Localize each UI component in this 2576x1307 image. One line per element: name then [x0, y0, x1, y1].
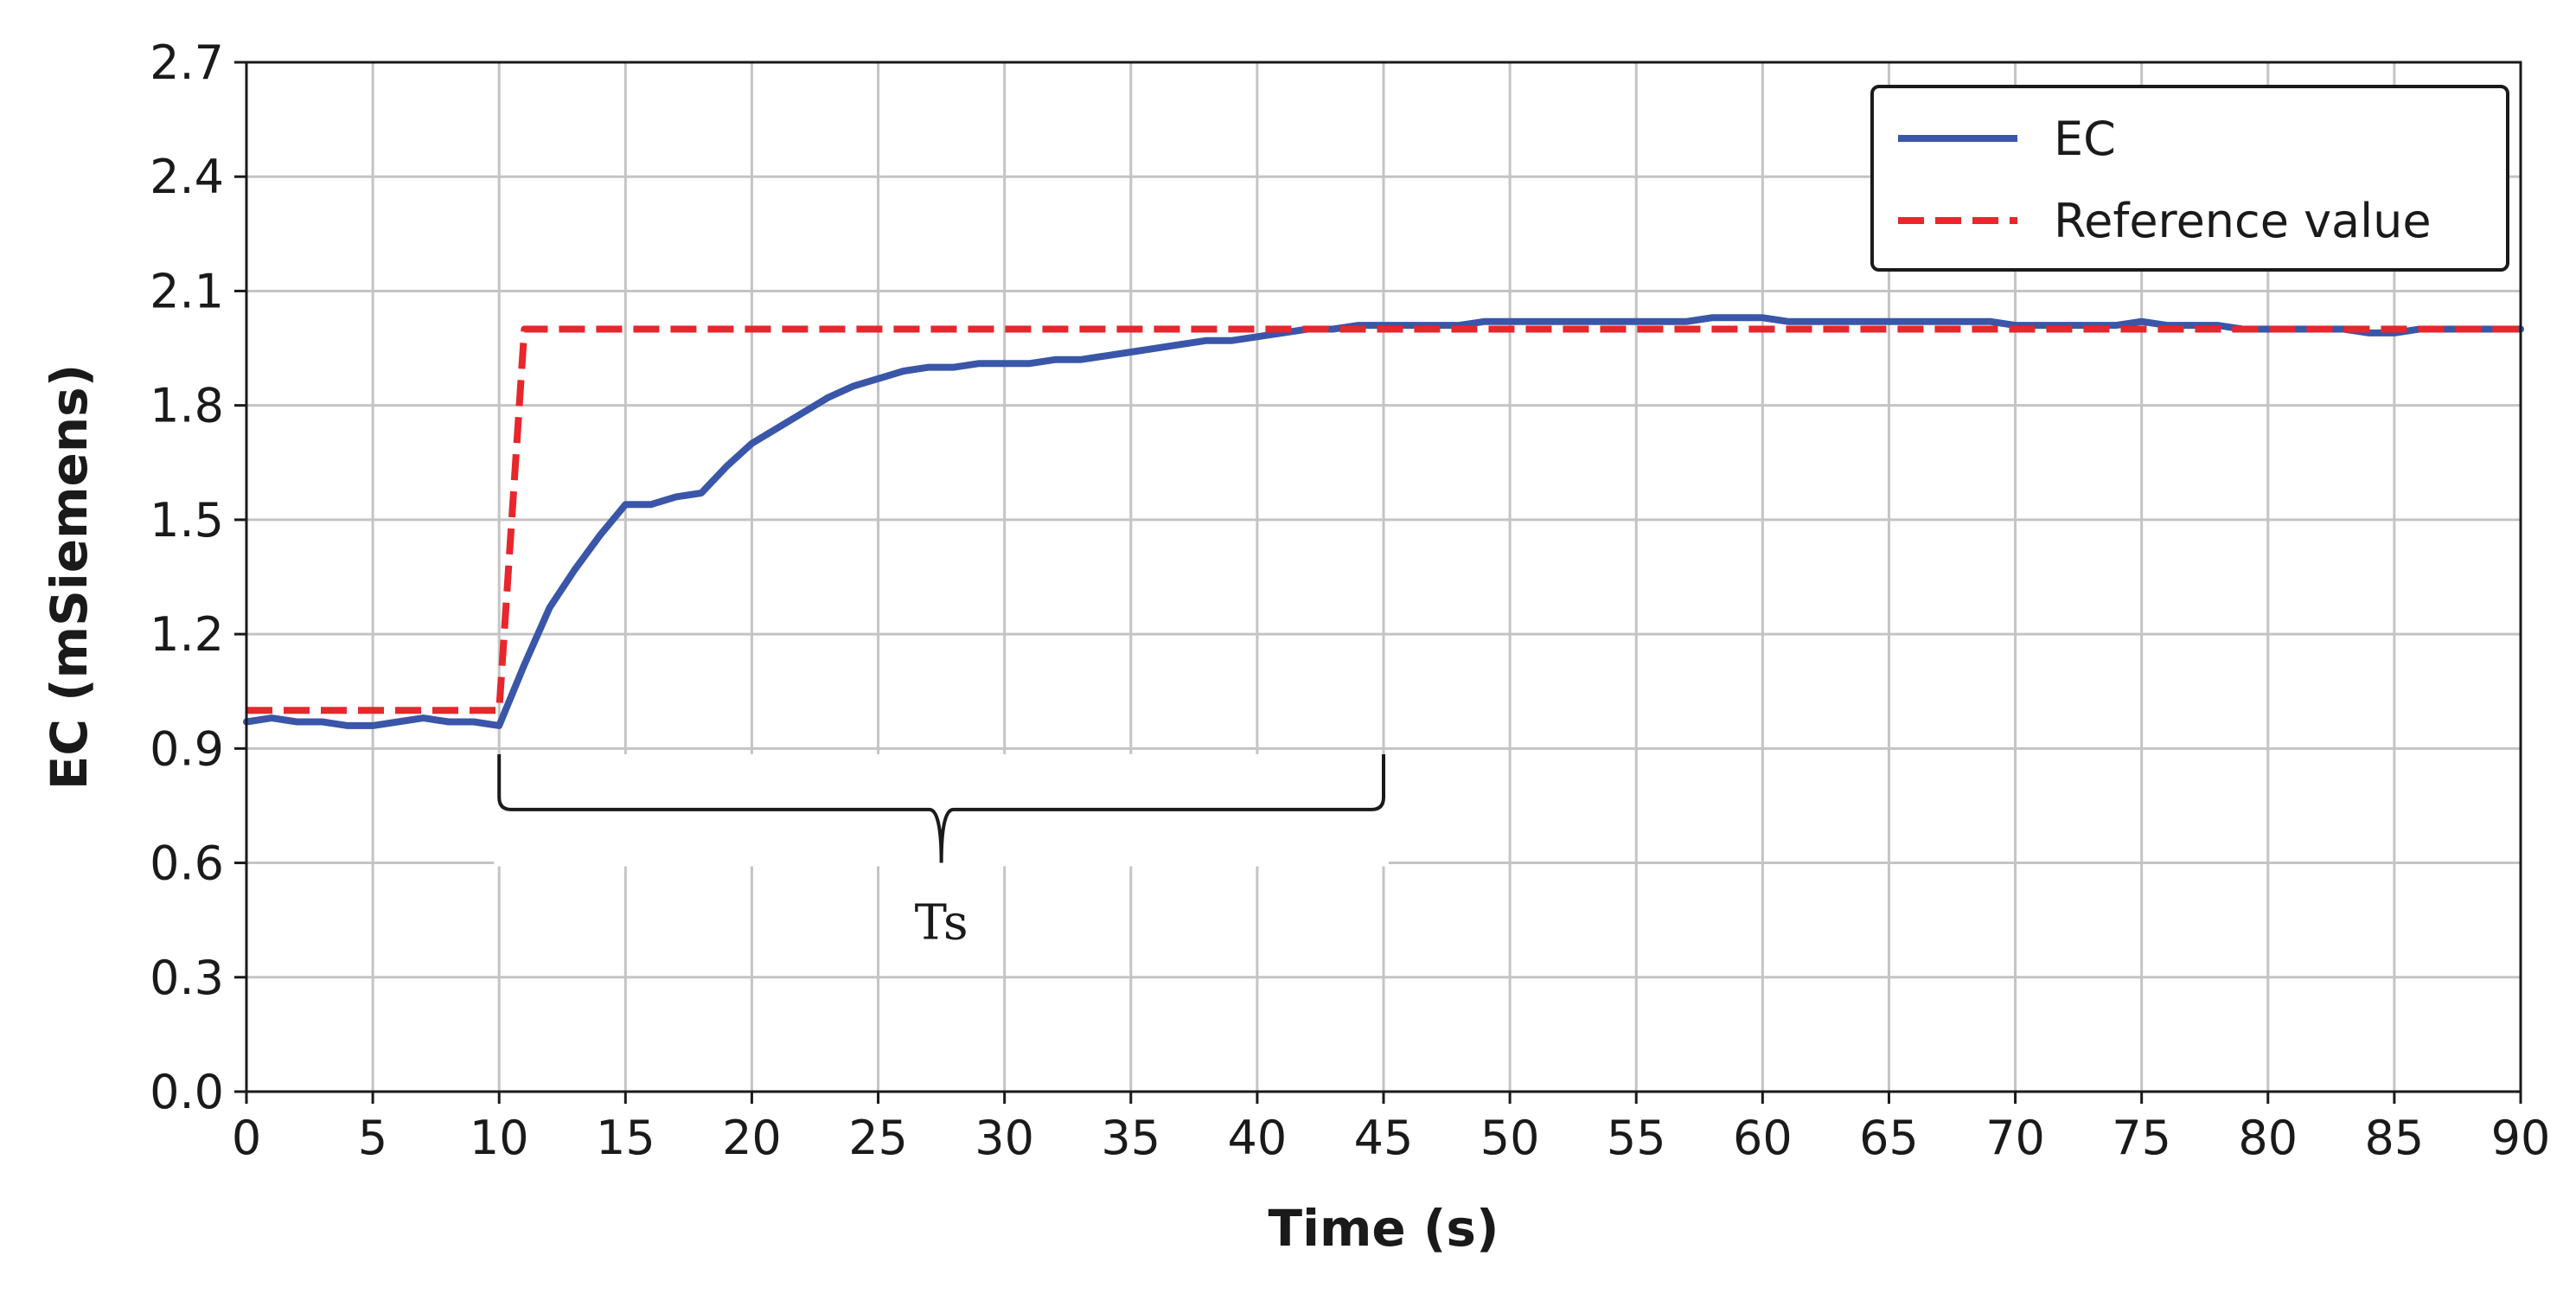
x-tick-label: 30 — [975, 1111, 1034, 1165]
x-tick-label: 10 — [470, 1111, 529, 1165]
ts-annotation-label: Ts — [915, 895, 968, 951]
x-tick-label: 50 — [1480, 1111, 1540, 1165]
y-axis-label: EC (mSiemens) — [40, 364, 99, 790]
x-tick-label: 0 — [232, 1111, 261, 1165]
x-tick-label: 75 — [2112, 1111, 2171, 1165]
ec-series-line — [243, 314, 2524, 729]
x-tick-label: 80 — [2238, 1111, 2298, 1165]
y-tick-label: 0.9 — [150, 721, 224, 776]
y-tick-label: 0.0 — [150, 1065, 224, 1119]
x-tick-label: 5 — [358, 1111, 387, 1165]
legend-box — [1870, 85, 2509, 272]
x-tick-label: 25 — [848, 1111, 908, 1165]
y-tick-label: 1.8 — [150, 379, 224, 433]
legend-label-ec: EC — [2054, 112, 2116, 166]
x-tick-label: 20 — [722, 1111, 782, 1165]
y-tick-label: 0.6 — [150, 836, 224, 891]
x-tick-label: 35 — [1101, 1111, 1160, 1165]
x-tick-label: 65 — [1859, 1111, 1919, 1165]
legend-label-reference: Reference value — [2054, 194, 2432, 248]
series-layer — [243, 314, 2524, 729]
x-tick-label: 85 — [2365, 1111, 2425, 1165]
y-tick-label: 2.4 — [150, 150, 224, 204]
x-tick-label: 60 — [1733, 1111, 1793, 1165]
y-tick-label: 2.7 — [150, 35, 224, 90]
x-axis-ticks: 0 5 10 15 20 25 30 35 40 45 50 55 60 65 70 75 80 85 90 — [232, 1092, 2551, 1165]
x-tick-label: 55 — [1607, 1111, 1666, 1165]
reference-series-line — [246, 325, 2521, 714]
legend: EC Reference value — [1870, 85, 2509, 272]
x-tick-label: 40 — [1228, 1111, 1288, 1165]
x-tick-label: 45 — [1354, 1111, 1414, 1165]
x-tick-label: 15 — [596, 1111, 655, 1165]
y-axis-ticks: 0.0 0.3 0.6 0.9 1.2 1.5 1.8 2.1 2.4 2.7 — [150, 35, 246, 1119]
y-tick-label: 0.3 — [150, 951, 224, 1005]
x-tick-label: 70 — [1985, 1111, 2045, 1165]
x-tick-label: 90 — [2491, 1111, 2551, 1165]
y-tick-label: 1.2 — [150, 607, 224, 662]
y-tick-label: 2.1 — [150, 264, 224, 318]
annotation-label-mask — [885, 880, 998, 967]
x-axis-label: Time (s) — [1269, 1199, 1499, 1258]
y-tick-label: 1.5 — [150, 493, 224, 548]
